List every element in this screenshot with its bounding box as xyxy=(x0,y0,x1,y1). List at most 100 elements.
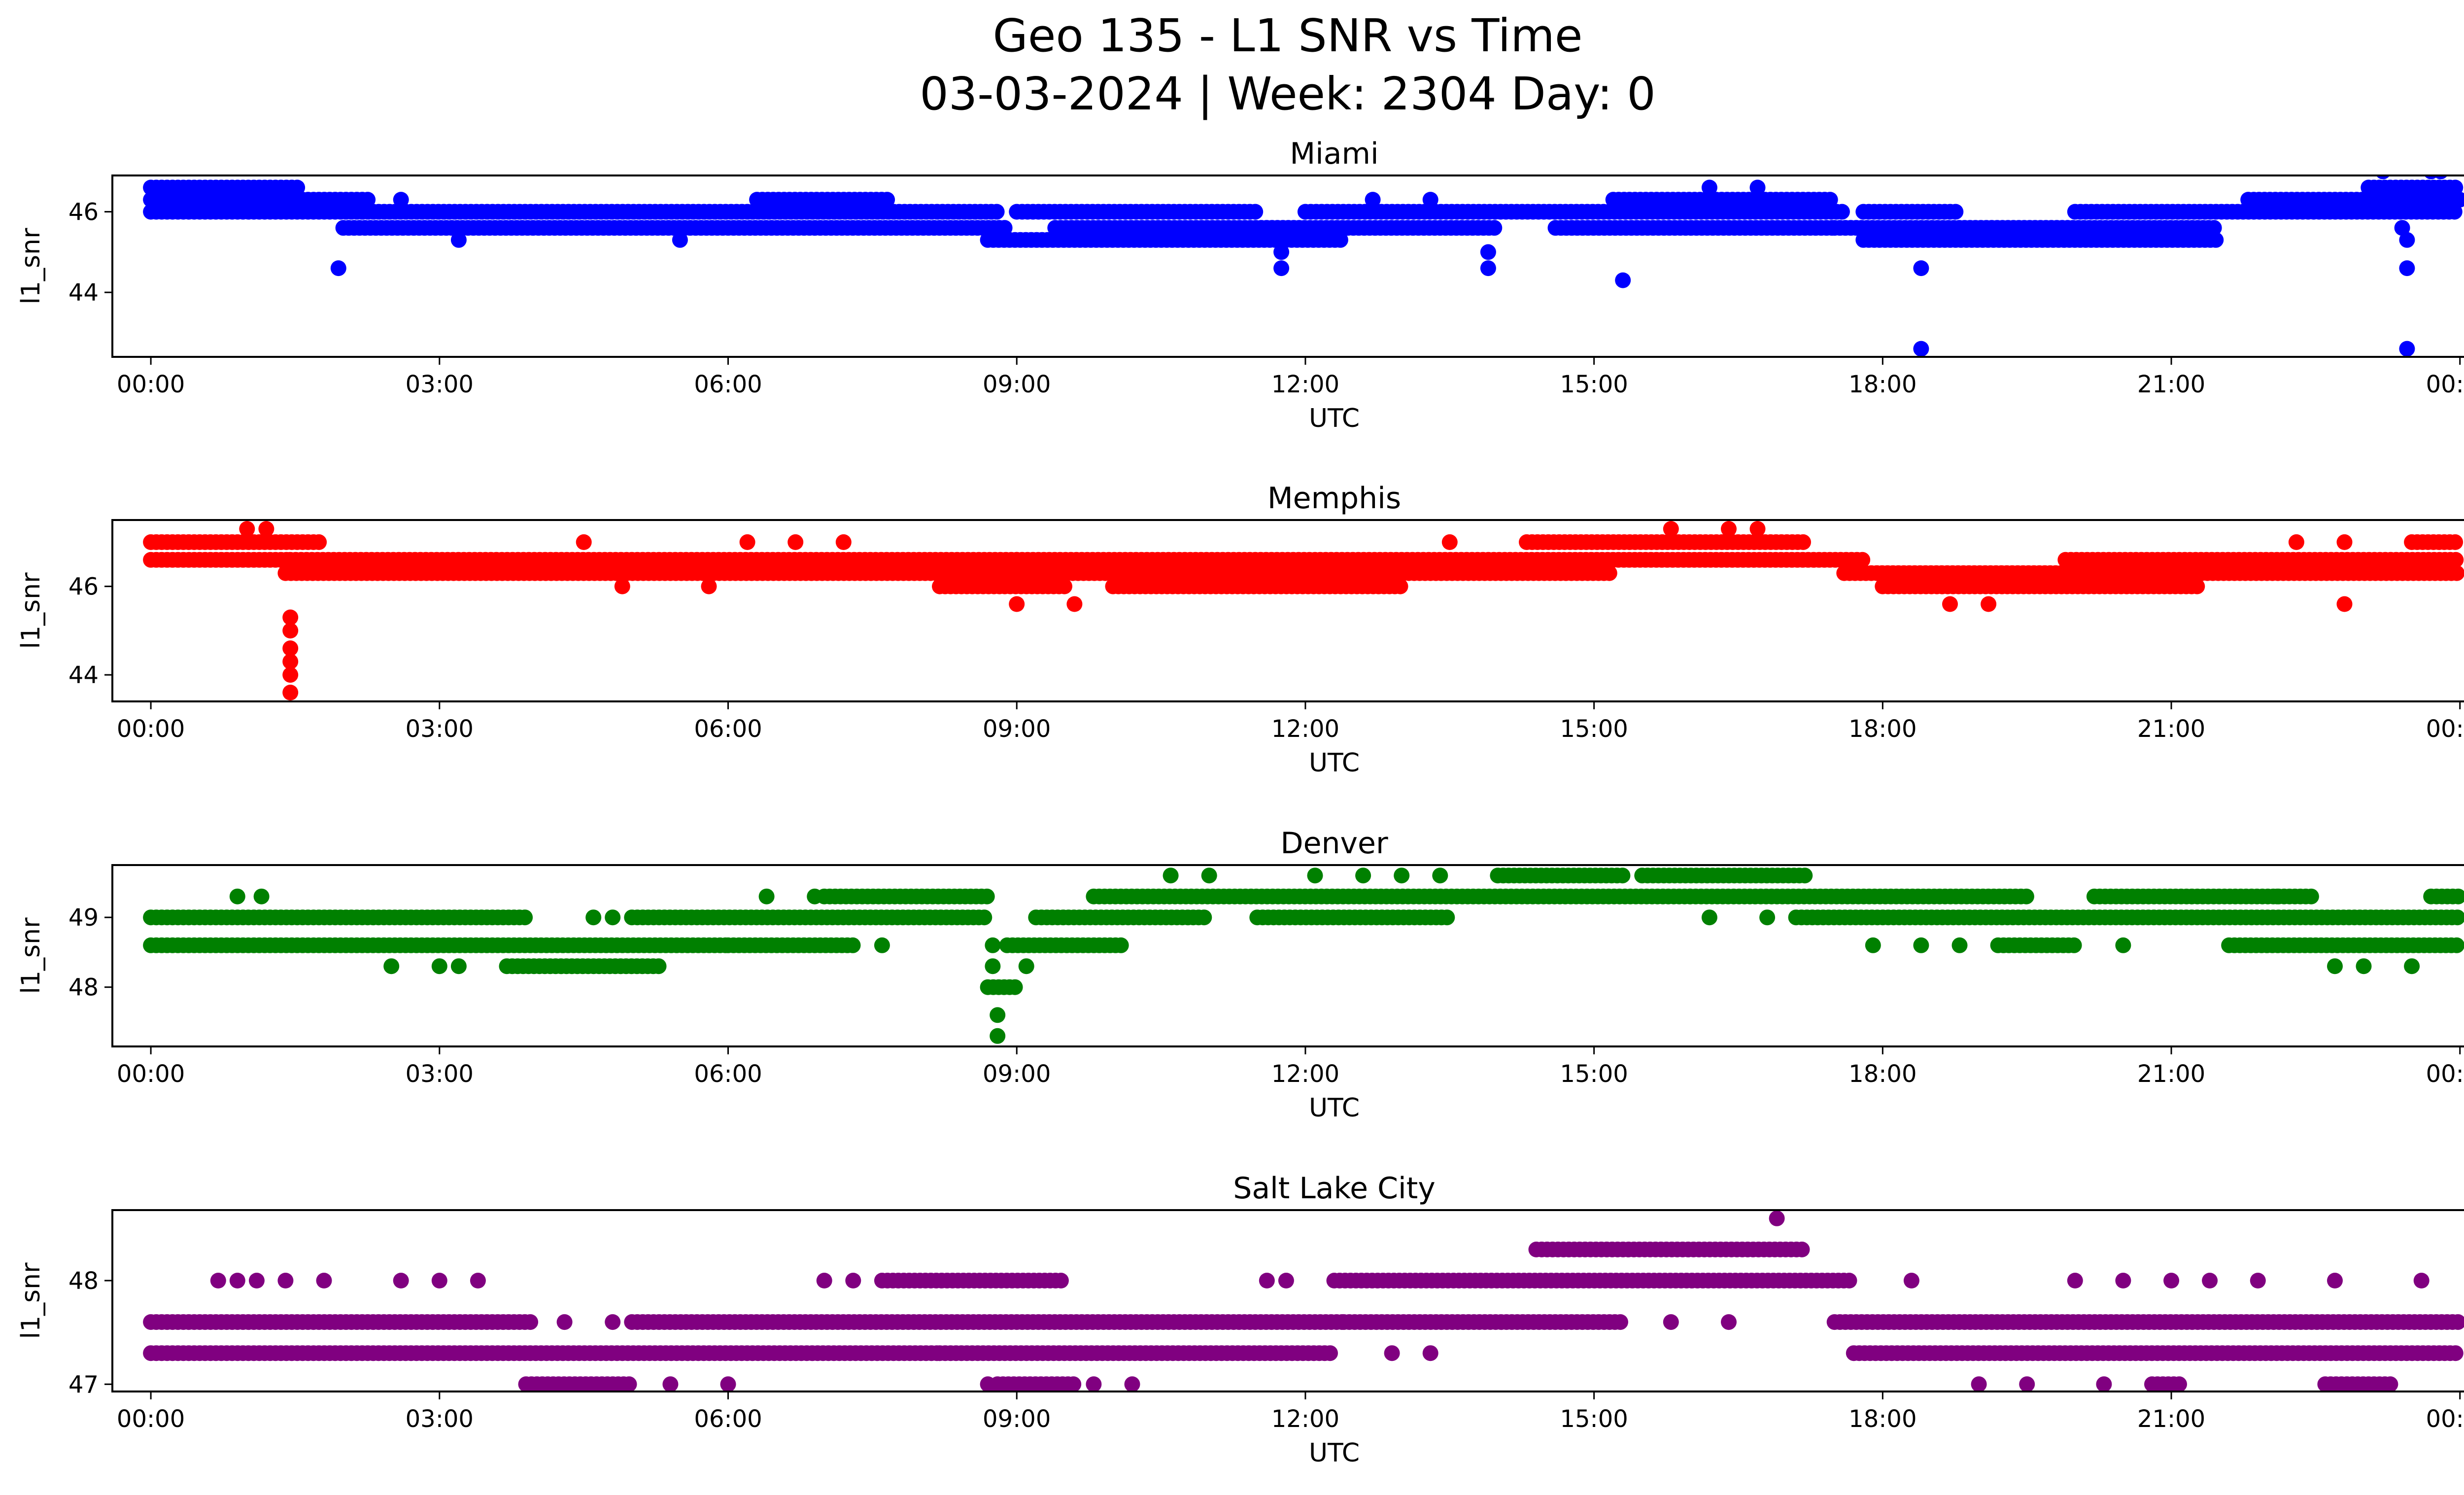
x-tick-label: 06:00 xyxy=(694,371,762,398)
data-point xyxy=(1392,578,1408,594)
x-tick-label: 15:00 xyxy=(1560,371,1628,398)
x-tick-label: 03:00 xyxy=(406,371,474,398)
data-point xyxy=(1834,204,1850,220)
x-tick-label: 06:00 xyxy=(694,1405,762,1433)
data-point xyxy=(701,578,717,594)
subplot-title: Denver xyxy=(1280,826,1388,861)
data-point xyxy=(1951,937,1968,953)
data-point xyxy=(2336,596,2353,612)
axes-frame xyxy=(111,1209,2464,1392)
data-point xyxy=(2018,888,2034,904)
data-point xyxy=(1614,868,1631,884)
data-point xyxy=(845,1273,861,1288)
data-point xyxy=(2446,204,2463,220)
data-point xyxy=(282,609,299,626)
data-point xyxy=(2269,888,2285,904)
data-point xyxy=(1394,868,1410,884)
data-point xyxy=(1439,909,1455,926)
data-point xyxy=(2115,1273,2131,1288)
data-point xyxy=(1278,1273,1294,1288)
data-point xyxy=(720,1376,736,1391)
x-tick-label: 00:00 xyxy=(2426,1060,2464,1088)
data-point xyxy=(1795,534,1811,550)
data-point xyxy=(621,1376,637,1391)
data-point xyxy=(2399,260,2415,277)
data-point xyxy=(258,521,274,537)
x-tick-label: 18:00 xyxy=(1848,1060,1916,1088)
data-point xyxy=(650,958,667,974)
data-point xyxy=(989,204,1005,220)
data-point xyxy=(1701,909,1717,926)
data-point xyxy=(383,958,400,974)
data-point xyxy=(2189,578,2205,594)
data-point xyxy=(1913,341,1929,357)
data-point xyxy=(556,1314,573,1330)
data-point xyxy=(2206,220,2222,236)
data-point xyxy=(1441,534,1458,550)
data-point xyxy=(2399,232,2415,248)
data-point xyxy=(1307,868,1323,884)
scatter-points xyxy=(143,868,2464,1044)
data-point xyxy=(289,179,306,196)
data-point xyxy=(2447,1345,2464,1361)
data-point xyxy=(248,1273,265,1288)
data-point xyxy=(1794,1241,1810,1257)
y-tick-label: 47 xyxy=(68,1371,99,1398)
y-axis-label: l1_snr xyxy=(16,1262,46,1339)
data-point xyxy=(517,909,533,926)
y-axis-label: l1_snr xyxy=(16,572,46,649)
data-point xyxy=(1163,868,1179,884)
data-point xyxy=(282,685,299,700)
x-tick-label: 03:00 xyxy=(406,1405,474,1433)
x-tick-label: 18:00 xyxy=(1848,1405,1916,1433)
data-point xyxy=(1971,1376,1987,1391)
subplot-title: Memphis xyxy=(1267,481,1401,516)
data-point xyxy=(1422,192,1438,208)
subplot-3: Salt Lake City 00:00 03:00 06:00 09:00 12:00 1… xyxy=(16,1171,2464,1468)
data-point xyxy=(605,1314,621,1330)
data-point xyxy=(1913,937,1929,953)
data-point xyxy=(1721,521,1737,537)
x-tick-label: 18:00 xyxy=(1848,715,1916,743)
axes-frame xyxy=(111,864,2464,1047)
data-point xyxy=(1797,868,1813,884)
data-point xyxy=(672,232,688,248)
x-tick-label: 21:00 xyxy=(2137,715,2205,743)
data-point xyxy=(1841,1273,1857,1288)
data-point xyxy=(282,623,299,639)
data-point xyxy=(2096,1376,2112,1391)
data-point xyxy=(1273,244,1290,260)
data-point xyxy=(990,1028,1006,1044)
data-point xyxy=(229,1273,245,1288)
data-point xyxy=(585,909,602,926)
y-tick-label: 49 xyxy=(68,904,99,932)
x-tick-label: 12:00 xyxy=(1271,371,1339,398)
data-point xyxy=(2413,1273,2430,1288)
data-point xyxy=(1865,937,1881,953)
data-point xyxy=(2327,958,2343,974)
scatter-points xyxy=(143,1210,2464,1391)
data-point xyxy=(431,958,447,974)
data-point xyxy=(576,534,592,550)
x-tick-label: 00:00 xyxy=(117,1405,185,1433)
data-point xyxy=(1480,260,1496,277)
subplots: Miami 00:00 03:00 06:00 09:00 12:00 15:00 18:00… xyxy=(16,137,2464,1468)
data-point xyxy=(662,1376,679,1391)
data-point xyxy=(1701,179,1717,196)
x-tick-label: 00:00 xyxy=(117,1060,185,1088)
x-tick-label: 12:00 xyxy=(1271,1405,1339,1433)
y-tick-label: 48 xyxy=(68,1267,99,1295)
data-point xyxy=(816,1273,832,1288)
data-point xyxy=(2202,1273,2218,1288)
subplot-1: Memphis 00:00 03:00 06:00 09:00 12:00 15:00 18:… xyxy=(16,481,2464,778)
figure-title-line2: 03-03-2024 | Week: 2304 Day: 0 xyxy=(920,68,1656,120)
data-point xyxy=(979,888,995,904)
data-point xyxy=(330,260,346,277)
data-point xyxy=(1086,1376,1102,1391)
data-point xyxy=(1854,552,1871,568)
data-point xyxy=(1749,179,1766,196)
data-point xyxy=(2449,909,2464,926)
data-point xyxy=(980,1376,996,1391)
axes-frame xyxy=(111,519,2464,702)
